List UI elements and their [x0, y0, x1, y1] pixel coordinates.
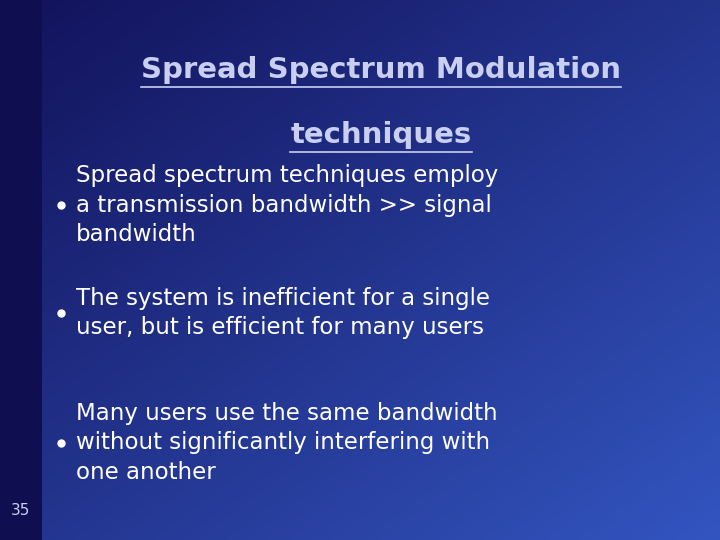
- Text: The system is inefficient for a single
user, but is efficient for many users: The system is inefficient for a single u…: [76, 287, 490, 339]
- Text: Spread Spectrum Modulation: Spread Spectrum Modulation: [141, 56, 621, 84]
- Text: Many users use the same bandwidth
without significantly interfering with
one ano: Many users use the same bandwidth withou…: [76, 402, 498, 484]
- Text: Spread spectrum techniques employ
a transmission bandwidth >> signal
bandwidth: Spread spectrum techniques employ a tran…: [76, 164, 498, 246]
- Text: techniques: techniques: [290, 121, 472, 149]
- Text: 35: 35: [11, 503, 30, 518]
- Bar: [0, 0, 42, 540]
